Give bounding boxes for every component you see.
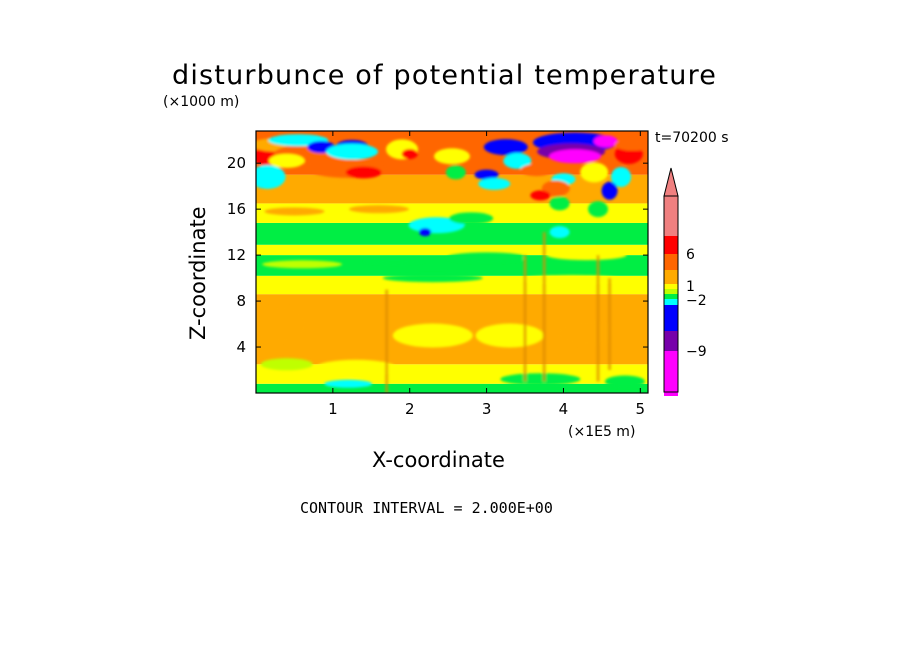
field-feature-53 — [324, 379, 373, 388]
field-feature-17 — [474, 169, 499, 180]
field-feature-44 — [364, 257, 425, 264]
field-feature-52 — [500, 373, 581, 386]
field-feature-33 — [549, 196, 570, 211]
field-streak-1 — [523, 255, 527, 382]
colorbar-level-6 — [664, 294, 678, 299]
x-axis: 1 2 3 4 5 — [328, 131, 645, 418]
colorbar-level-9 — [664, 331, 678, 351]
field-feature-34 — [588, 201, 609, 218]
field-feature-29 — [601, 181, 618, 200]
x-axis-unit: (×1E5 m) — [568, 424, 636, 440]
colorbar-level-2 — [664, 254, 678, 270]
colorbar-level-8 — [664, 305, 678, 331]
field-feature-23 — [548, 149, 601, 164]
field-feature-16 — [503, 152, 532, 169]
field-feature-38 — [348, 205, 409, 214]
field-feature-15 — [483, 139, 528, 156]
field-streak-4 — [608, 278, 612, 371]
y-axis: 4 8 12 16 20 — [227, 154, 648, 356]
field-band-1 — [256, 364, 648, 384]
field-band-6 — [256, 222, 648, 245]
field-feature-41 — [446, 252, 527, 263]
field-band-5 — [256, 244, 648, 256]
field-streak-0 — [385, 289, 389, 393]
field-feature-45 — [382, 274, 483, 283]
field-feature-40 — [549, 226, 570, 239]
field-feature-37 — [449, 212, 494, 225]
y-tick-label-1: 8 — [236, 292, 246, 310]
y-tick-label-0: 4 — [236, 338, 246, 356]
field-feature-19 — [445, 165, 466, 180]
field-streak-2 — [542, 232, 546, 382]
colorbar-level-3 — [664, 270, 678, 284]
colorbar-level-5 — [664, 289, 678, 294]
field-feature-26 — [614, 138, 648, 151]
field-feature-36 — [419, 228, 432, 237]
field-feature-6 — [326, 143, 379, 160]
field-feature-50 — [556, 321, 617, 346]
x-tick-label-1: 2 — [405, 400, 415, 418]
field-feature-43 — [262, 260, 343, 269]
colorbar-tick-label-1: 1 — [686, 279, 695, 295]
x-tick-label-2: 3 — [482, 400, 492, 418]
field-feature-49 — [475, 323, 544, 348]
colorbar-tick-label-0: 6 — [686, 247, 695, 263]
field-feature-47 — [256, 306, 308, 343]
field-feature-28 — [611, 166, 632, 187]
field-feature-48 — [392, 323, 473, 348]
y-tick-label-3: 16 — [227, 200, 246, 218]
colorbar-tick-label-2: −2 — [686, 293, 707, 309]
field-feature-18 — [478, 177, 511, 190]
field-streak-3 — [596, 255, 600, 382]
field-band-0 — [256, 383, 648, 393]
field-feature-55 — [260, 358, 313, 371]
field-features — [256, 132, 648, 393]
x-tick-label-4: 5 — [636, 400, 646, 418]
field-feature-54 — [604, 375, 645, 388]
plot-frame — [255, 130, 649, 394]
chart-title: disturbunce of potential temperature — [172, 60, 718, 91]
field-feature-11 — [256, 164, 286, 189]
field-feature-20 — [520, 164, 553, 177]
x-tick-label-0: 1 — [328, 400, 338, 418]
field-feature-13 — [345, 166, 382, 179]
field-feature-8 — [401, 148, 418, 159]
colorbar-level-10 — [664, 351, 678, 396]
field-feature-51 — [315, 359, 396, 376]
field-band-4 — [256, 255, 648, 276]
x-tick-label-3: 4 — [559, 400, 569, 418]
colorbar: 6 1−2 −9 — [663, 167, 707, 396]
field-feature-27 — [580, 162, 609, 183]
field-feature-42 — [546, 250, 627, 261]
field-band-8 — [256, 174, 648, 204]
colorbar-tick-label-3: −9 — [686, 344, 707, 360]
plot-area — [256, 131, 648, 393]
field-feature-46 — [521, 275, 622, 284]
time-label: t=70200 s — [655, 130, 729, 146]
field-feature-32 — [530, 190, 551, 201]
colorbar-frame — [663, 195, 679, 393]
contour-interval-label: CONTOUR INTERVAL = 2.000E+00 — [300, 499, 553, 517]
field-feature-39 — [264, 207, 325, 216]
field-feature-9 — [434, 148, 470, 165]
field-feature-14 — [268, 153, 305, 168]
colorbar-level-7 — [664, 299, 678, 305]
x-axis-label: X-coordinate — [372, 448, 505, 472]
colorbar-level-0 — [664, 196, 678, 236]
colorbar-arrow-top — [663, 167, 679, 197]
colorbar-level-4 — [664, 284, 678, 289]
y-axis-unit: (×1000 m) — [163, 94, 240, 110]
field-feature-31 — [541, 180, 570, 197]
field-feature-24 — [593, 135, 618, 148]
y-tick-label-4: 20 — [227, 154, 246, 172]
y-axis-label: Z-coordinate — [186, 206, 210, 340]
y-tick-label-2: 12 — [227, 246, 246, 264]
colorbar-level-1 — [664, 236, 678, 254]
